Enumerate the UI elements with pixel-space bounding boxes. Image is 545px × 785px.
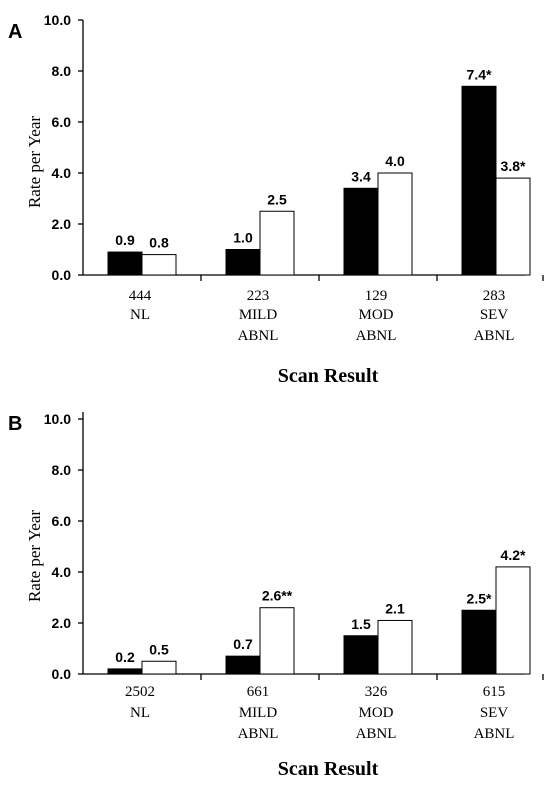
bar-open <box>259 607 295 675</box>
bar-filled <box>461 85 497 276</box>
panel-a: A Rate per Year Scan Result 0.0 2.0 4.0 6.0… <box>8 12 544 387</box>
y-tick-label: 6.0 <box>52 114 72 130</box>
category-label-line2: ABNL <box>238 726 279 742</box>
data-label: 1.5 <box>351 616 371 632</box>
category-label: MOD <box>358 705 393 721</box>
bar-open <box>141 660 177 675</box>
y-tick-label: 8.0 <box>52 63 72 79</box>
bar-filled <box>343 187 379 276</box>
category-label: MILD <box>239 307 277 323</box>
panel-letter: A <box>8 21 22 43</box>
y-tick-label: 0.0 <box>52 666 72 682</box>
bar-open <box>495 177 531 276</box>
y-axis-label: Rate per Year <box>25 116 44 208</box>
category-label: NL <box>130 307 150 323</box>
data-label: 3.4 <box>351 168 371 184</box>
y-tick-label: 2.0 <box>52 216 72 232</box>
bar-filled <box>461 609 497 675</box>
data-label: 2.5 <box>267 191 287 207</box>
data-label: 0.9 <box>115 232 135 248</box>
category-label-line2: ABNL <box>356 726 397 742</box>
data-label: 4.0 <box>385 153 405 169</box>
category-label: NL <box>130 705 150 721</box>
data-label: 0.7 <box>233 636 253 652</box>
category-label-line2: ABNL <box>356 328 397 344</box>
data-label: 0.8 <box>149 235 169 251</box>
bar-filled <box>107 251 143 276</box>
bar-open <box>141 254 177 276</box>
category-label: MOD <box>358 307 393 323</box>
data-label: 3.8* <box>501 158 526 174</box>
data-label: 1.0 <box>233 230 253 246</box>
category-label-line2: ABNL <box>238 328 279 344</box>
panel-letter: B <box>8 413 22 435</box>
category-count: 2502 <box>125 684 155 700</box>
data-label: 0.5 <box>149 641 169 657</box>
category-count: 444 <box>129 288 152 304</box>
y-tick-label: 10.0 <box>44 12 71 28</box>
data-label: 2.6** <box>262 588 293 604</box>
category-label: MILD <box>239 705 277 721</box>
y-tick-label: 8.0 <box>52 462 72 478</box>
data-label: 2.1 <box>385 600 405 616</box>
category-count: 283 <box>483 288 506 304</box>
category-count: 129 <box>365 288 388 304</box>
category-label-line2: ABNL <box>474 328 515 344</box>
bar-filled <box>225 655 261 675</box>
bar-open <box>259 210 295 276</box>
y-tick-label: 6.0 <box>52 513 72 529</box>
x-axis-label: Scan Result <box>278 365 379 387</box>
y-axis-label: Rate per Year <box>25 510 44 602</box>
y-tick-label: 2.0 <box>52 615 72 631</box>
category-label: SEV <box>480 705 509 721</box>
y-tick-label: 4.0 <box>52 564 72 580</box>
data-label: 0.2 <box>115 649 135 665</box>
bar-open <box>377 619 413 675</box>
category-label-line2: ABNL <box>474 726 515 742</box>
y-tick-label: 0.0 <box>52 267 72 283</box>
category-count: 223 <box>247 288 270 304</box>
data-label: 2.5* <box>467 590 492 606</box>
bar-filled <box>107 668 143 675</box>
data-label: 4.2* <box>501 547 526 563</box>
category-label: SEV <box>480 307 509 323</box>
panel-b: B Rate per Year Scan Result 0.0 2.0 4.0 6.0… <box>8 411 544 780</box>
bar-open <box>495 566 531 675</box>
x-axis-label: Scan Result <box>278 758 379 780</box>
data-label: 7.4* <box>467 66 492 82</box>
bar-filled <box>225 249 261 276</box>
bar-filled <box>343 635 379 675</box>
bar-open <box>377 172 413 276</box>
y-tick-label: 10.0 <box>44 411 71 427</box>
y-tick-label: 4.0 <box>52 165 72 181</box>
category-count: 326 <box>365 684 388 700</box>
category-count: 615 <box>483 684 506 700</box>
category-count: 661 <box>247 684 270 700</box>
